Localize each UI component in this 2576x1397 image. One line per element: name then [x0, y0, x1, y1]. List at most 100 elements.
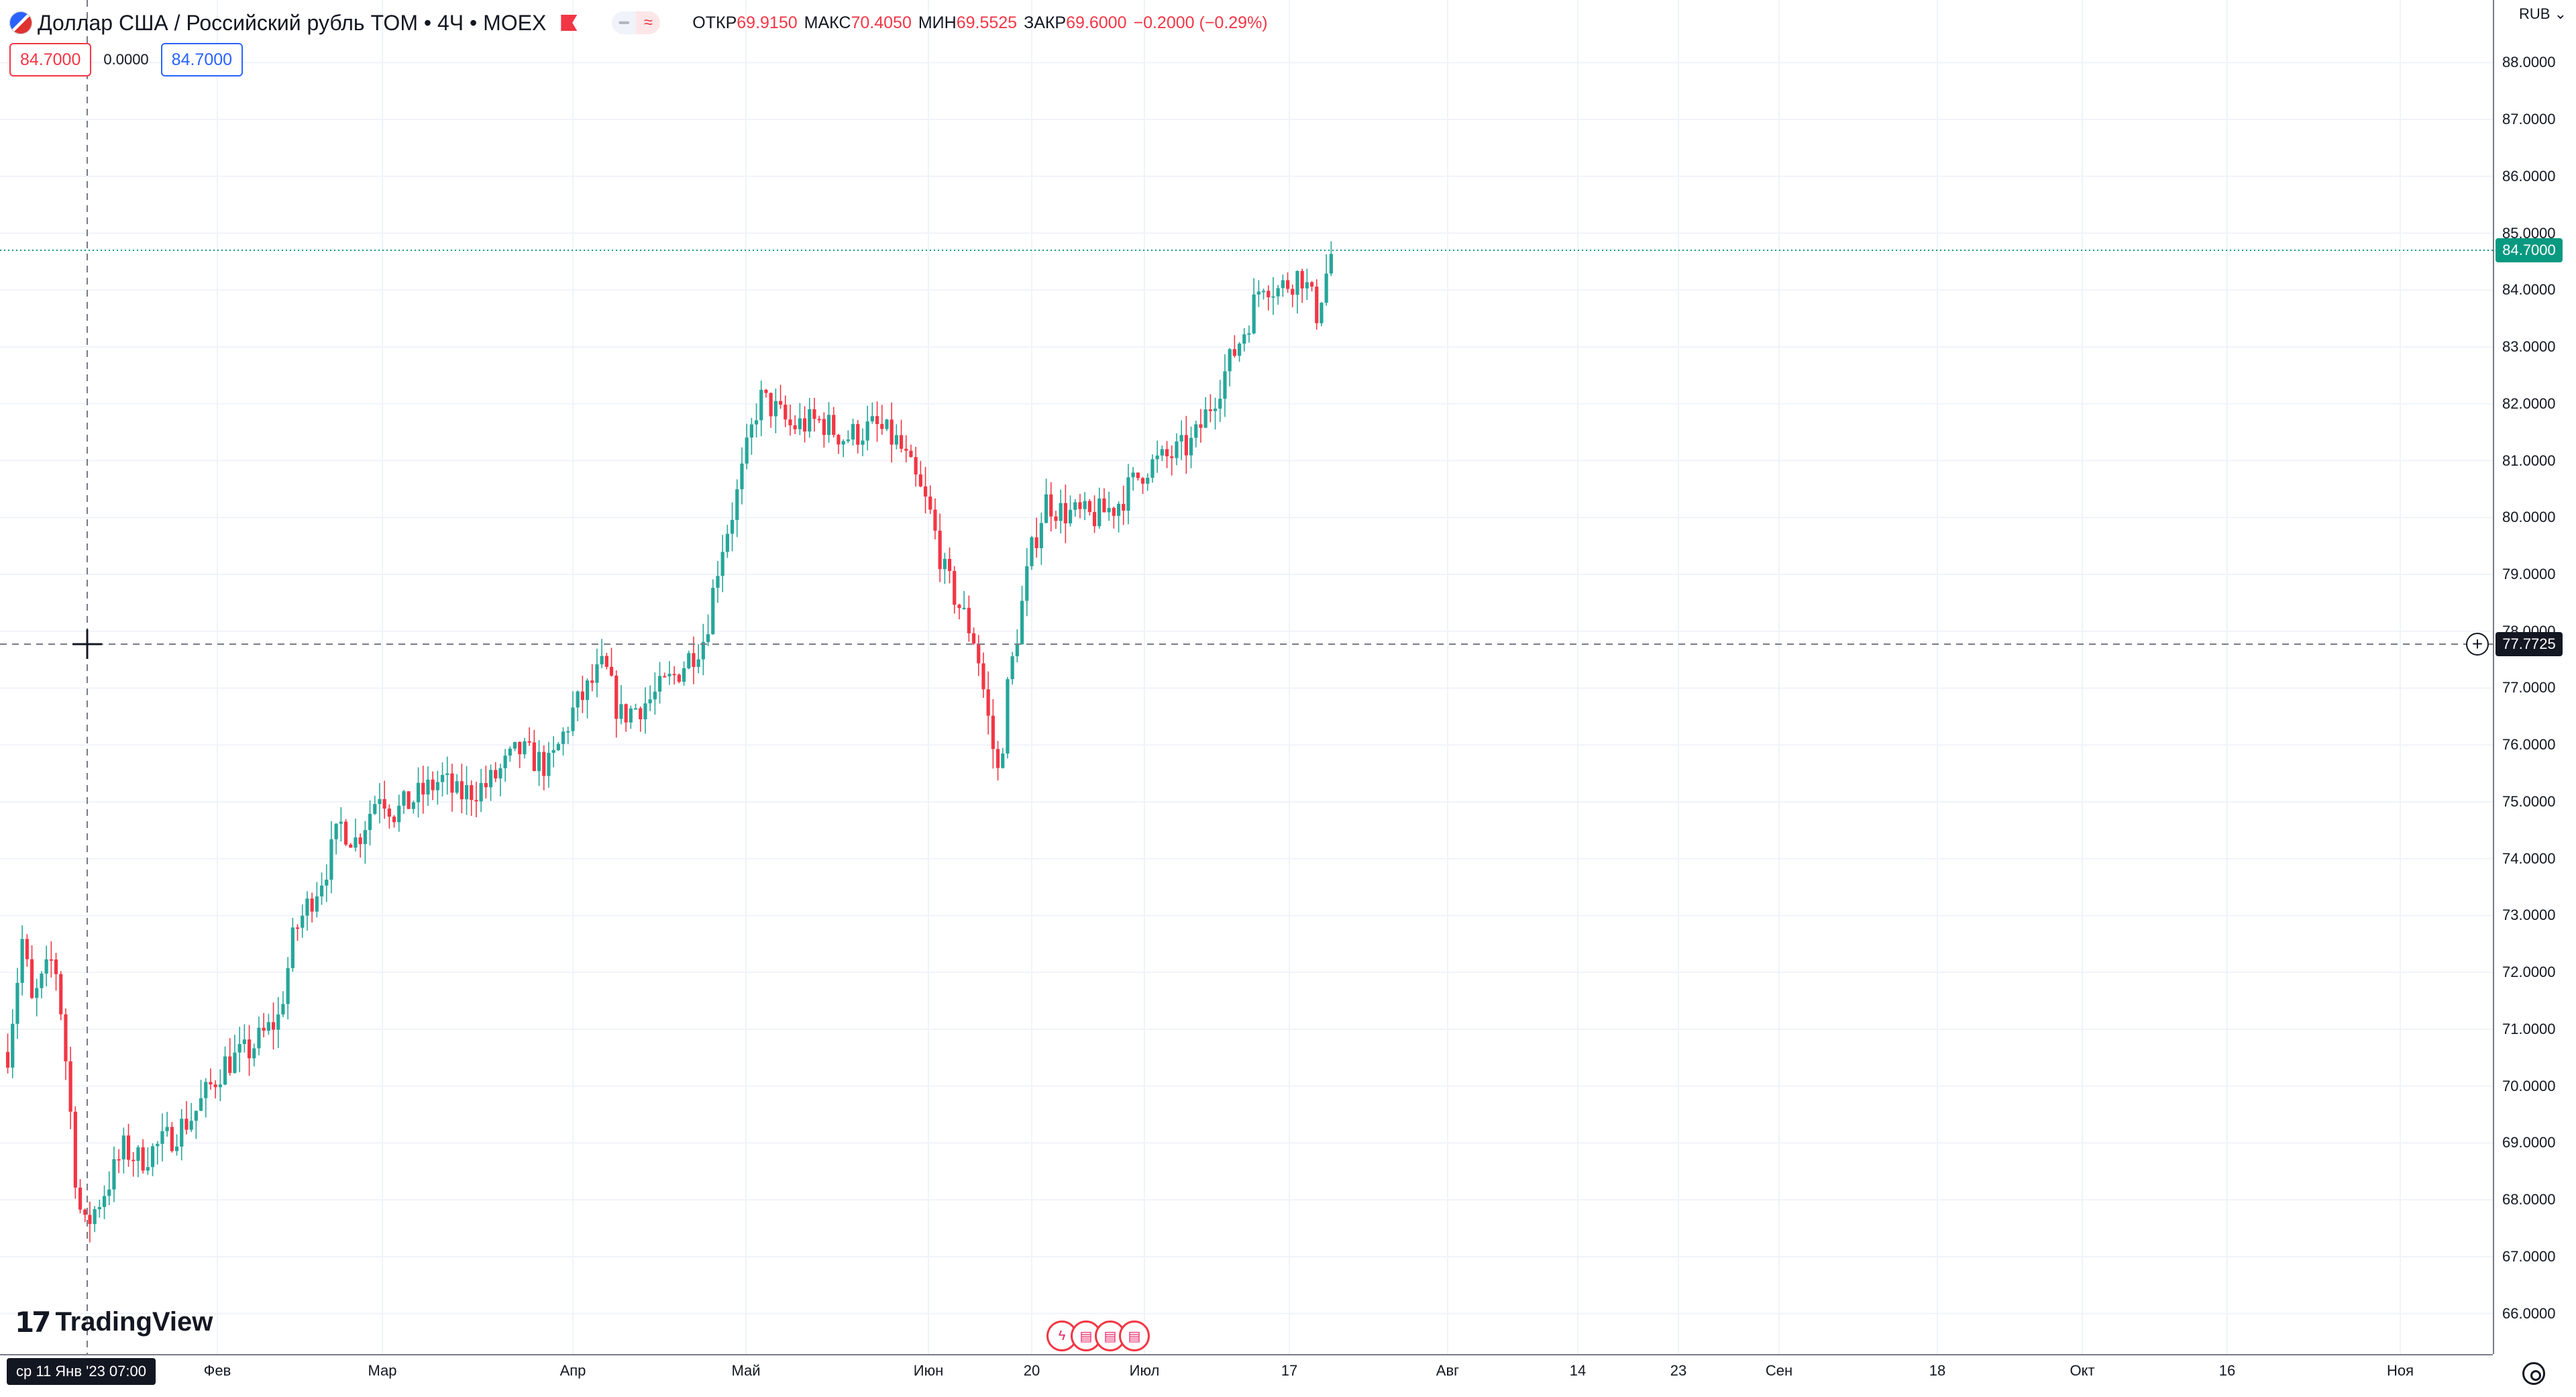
candle-body [986, 689, 990, 716]
candle [290, 917, 294, 972]
candle-body [1034, 537, 1038, 548]
candle-body [953, 570, 957, 605]
minus-icon[interactable]: ━ [619, 13, 629, 32]
candle [131, 1151, 136, 1177]
candle [725, 524, 729, 558]
candle-body [527, 741, 531, 743]
candle-body [358, 837, 362, 845]
sell-price-box[interactable]: 84.7000 [9, 43, 92, 76]
candle-body [450, 773, 454, 793]
price-axis[interactable] [2493, 0, 2576, 1354]
candle [1305, 268, 1309, 301]
candle [1271, 276, 1275, 315]
buy-price-box[interactable]: 84.7000 [160, 43, 244, 76]
candle-body [431, 779, 435, 790]
economic-events[interactable]: ϟ ▤ ▤ ▤ [1046, 1321, 1150, 1351]
us-flag-icon[interactable]: ▤ [1071, 1321, 1102, 1351]
candle [571, 691, 575, 736]
candle-body [11, 1023, 15, 1068]
candle-body [1170, 456, 1174, 458]
candle-body [97, 1206, 101, 1210]
candle [846, 430, 850, 444]
y-tick-label: 88.0000 [2502, 54, 2556, 71]
candle-body [861, 440, 865, 445]
candle-body [1175, 441, 1179, 458]
y-tick-label: 73.0000 [2502, 907, 2556, 924]
candle-body [817, 419, 821, 421]
time-axis[interactable] [0, 1354, 2493, 1397]
add-alert-plus-icon[interactable]: + [2466, 633, 2489, 656]
candle [416, 767, 421, 818]
candle [1083, 492, 1087, 521]
approx-icon[interactable]: ≈ [636, 11, 661, 34]
candle [257, 1017, 261, 1055]
candle [247, 1025, 252, 1076]
y-tick-label: 83.0000 [2502, 338, 2556, 356]
currency-selector[interactable]: RUB ⌄ [2519, 5, 2567, 22]
candle [585, 678, 590, 719]
candle-body [764, 389, 768, 393]
tv-logo-icon: 𝟭𝟳 [15, 1306, 51, 1338]
candle-body [349, 844, 353, 848]
candle [35, 978, 39, 1017]
candle [943, 552, 947, 584]
candle-body [1112, 507, 1116, 516]
candle [426, 766, 430, 807]
flag-marker-icon[interactable] [561, 15, 578, 31]
candlestick-series [5, 241, 1333, 1243]
candle-body [136, 1147, 140, 1161]
currency-flag-icon [9, 11, 32, 34]
candle-body [542, 752, 546, 776]
tradingview-logo[interactable]: 𝟭𝟳 TradingView [15, 1306, 213, 1339]
compare-toggle[interactable]: ━ ≈ [612, 11, 661, 34]
candle [851, 418, 855, 446]
candle [194, 1110, 198, 1139]
candle [856, 419, 860, 454]
candle-body [808, 409, 812, 432]
candle-body [692, 653, 696, 667]
candle-body [682, 668, 686, 682]
candle-body [271, 1022, 276, 1030]
candle-body [561, 731, 566, 744]
candle [1160, 445, 1164, 462]
candle [561, 727, 566, 756]
y-tick-label: 87.0000 [2502, 111, 2556, 128]
candle-body [156, 1143, 160, 1147]
candle [276, 996, 280, 1048]
candle-body [865, 421, 869, 441]
candle [402, 790, 406, 814]
candle [1256, 280, 1260, 307]
candle-body [73, 1111, 77, 1188]
x-tick-label: Июн [913, 1362, 944, 1379]
us-flag-icon[interactable]: ▤ [1119, 1321, 1150, 1351]
chart-grid [0, 0, 2493, 1354]
candle [923, 466, 928, 514]
candle [223, 1046, 227, 1086]
candle-body [629, 708, 633, 723]
candle [1122, 485, 1126, 525]
candle-body [1285, 280, 1290, 289]
candle [518, 741, 522, 768]
chart-overlay [0, 0, 2493, 1354]
candle [1232, 335, 1236, 358]
candle [156, 1141, 160, 1165]
candle-body [1015, 644, 1019, 657]
settings-gear-icon[interactable] [2522, 1362, 2545, 1385]
candle [431, 771, 435, 800]
x-tick-label: Ноя [2386, 1362, 2414, 1379]
candle [933, 498, 937, 539]
candle-body [218, 1084, 222, 1088]
candle-body [556, 743, 560, 750]
symbol-title[interactable]: Доллар США / Российский рубль TOM • 4Ч •… [38, 10, 547, 35]
candle-body [899, 435, 904, 449]
candle [604, 653, 608, 670]
candle [928, 485, 932, 514]
candle-body [1006, 679, 1010, 754]
candle [1044, 478, 1049, 523]
candle-body [411, 802, 415, 809]
candle-body [614, 675, 619, 719]
candle-body [1146, 477, 1150, 484]
candle [663, 672, 667, 678]
